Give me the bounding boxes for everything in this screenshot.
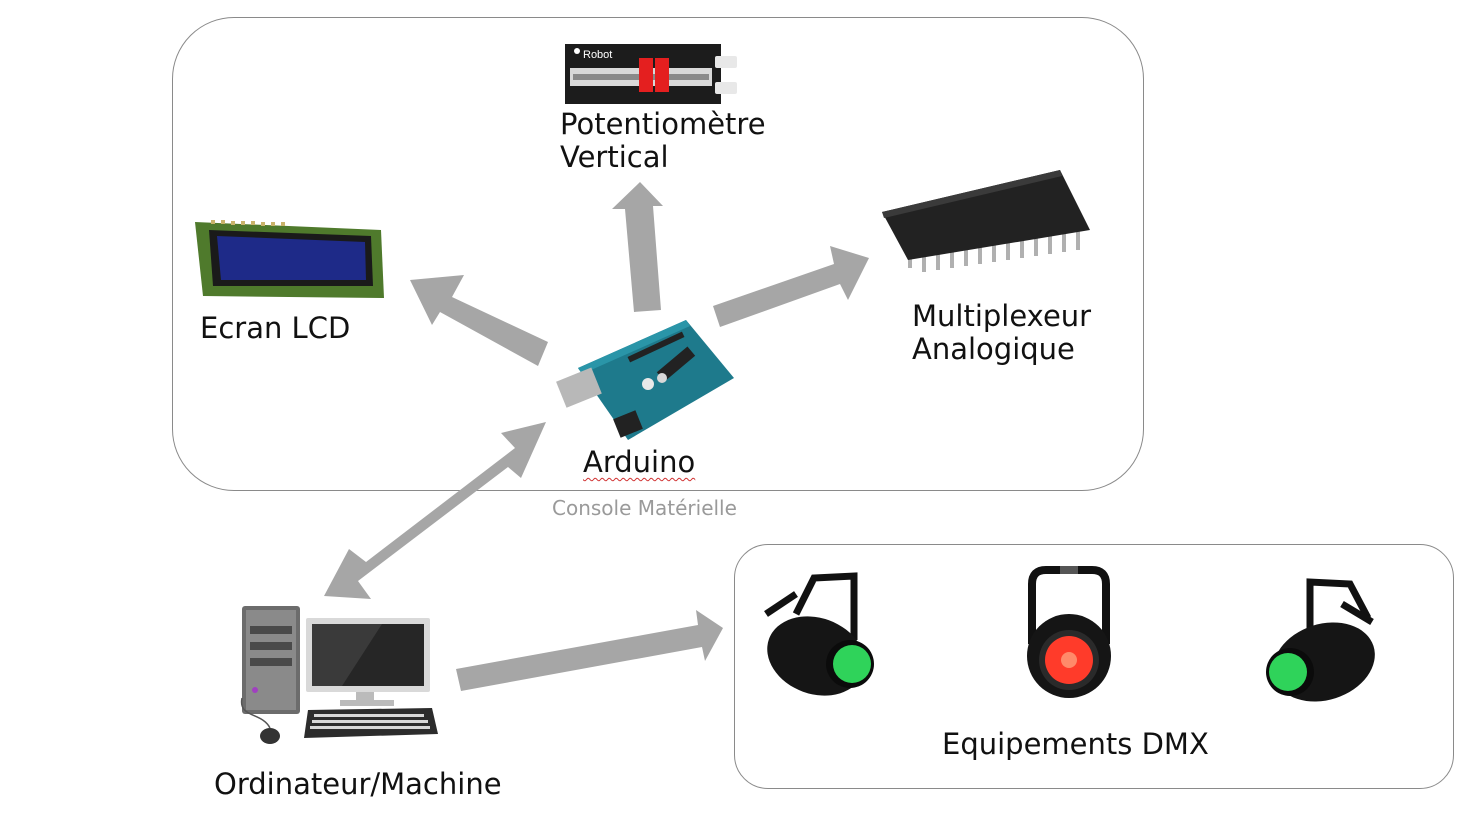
arduino-label: Arduino xyxy=(583,445,696,479)
dmx-lens-3 xyxy=(1269,653,1307,691)
dmx-fixture-2 xyxy=(1022,566,1116,706)
computer-image xyxy=(232,602,442,748)
potentiometer-label: Potentiomètre Vertical xyxy=(560,107,766,174)
potentiometer-module-image: Robot xyxy=(565,44,737,104)
arduino-board-image xyxy=(556,318,736,446)
arrow-arduino-to-potentiometer xyxy=(612,182,663,312)
arrow-computer-to-dmx xyxy=(456,610,723,691)
computer-label: Ordinateur/Machine xyxy=(214,767,502,801)
dmx-fixture-3 xyxy=(1258,574,1382,708)
arrow-arduino-to-lcd xyxy=(410,275,548,366)
dmx-caption: Equipements DMX xyxy=(942,727,1209,761)
dfrobot-logo-text: Robot xyxy=(583,49,612,61)
lcd-label: Ecran LCD xyxy=(200,311,351,345)
dmx-fixture-1 xyxy=(756,570,880,702)
dmx-lens-1 xyxy=(833,645,871,683)
arrow-computer-arduino xyxy=(324,422,546,599)
multiplexer-label: Multiplexeur Analogique xyxy=(912,299,1092,366)
lcd-screen-image xyxy=(191,218,387,300)
multiplexer-chip-image xyxy=(880,168,1092,280)
arrow-arduino-to-multiplexer xyxy=(713,246,869,327)
console-caption: Console Matérielle xyxy=(552,496,737,520)
